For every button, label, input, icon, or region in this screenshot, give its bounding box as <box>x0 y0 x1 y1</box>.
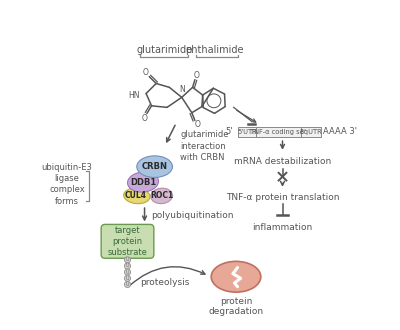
Circle shape <box>124 263 130 269</box>
Circle shape <box>124 269 130 275</box>
Text: U: U <box>126 282 129 287</box>
Text: O: O <box>194 120 200 129</box>
Text: U: U <box>126 270 129 275</box>
Text: O: O <box>142 68 148 77</box>
Text: U: U <box>126 276 129 281</box>
Text: target
protein
substrate: target protein substrate <box>108 226 148 257</box>
Text: 5': 5' <box>226 127 233 137</box>
FancyBboxPatch shape <box>101 224 154 258</box>
Text: inflammation: inflammation <box>252 223 313 232</box>
Text: AAAA 3': AAAA 3' <box>323 127 357 137</box>
Text: DDB1: DDB1 <box>130 178 156 186</box>
Ellipse shape <box>211 261 261 292</box>
Circle shape <box>124 275 130 281</box>
Text: O: O <box>194 71 200 80</box>
Text: proteolysis: proteolysis <box>140 279 189 287</box>
Ellipse shape <box>151 188 172 204</box>
Circle shape <box>124 257 130 263</box>
Text: 3' UTR: 3' UTR <box>300 129 322 135</box>
Text: glutarimide
interaction
with CRBN: glutarimide interaction with CRBN <box>180 130 229 162</box>
Text: N: N <box>180 85 186 94</box>
Text: TNF-α coding seq: TNF-α coding seq <box>250 129 308 135</box>
Text: phthalimide: phthalimide <box>185 46 244 55</box>
Ellipse shape <box>137 156 172 178</box>
Text: O: O <box>142 114 148 123</box>
Text: mRNA destabilization: mRNA destabilization <box>234 157 331 166</box>
Circle shape <box>124 281 130 287</box>
Text: HN: HN <box>128 90 140 100</box>
Text: glutarimide: glutarimide <box>137 46 193 55</box>
Text: U: U <box>126 263 129 269</box>
Ellipse shape <box>128 172 158 192</box>
Text: CUL4: CUL4 <box>124 191 146 200</box>
Text: polyubiquitination: polyubiquitination <box>151 211 233 220</box>
Text: TNF-α protein translation: TNF-α protein translation <box>226 193 339 202</box>
Ellipse shape <box>124 188 150 204</box>
Text: ROC1: ROC1 <box>150 191 173 200</box>
FancyBboxPatch shape <box>301 127 321 137</box>
FancyBboxPatch shape <box>256 127 301 137</box>
Text: CRBN: CRBN <box>142 162 168 171</box>
FancyBboxPatch shape <box>238 127 256 137</box>
Text: protein
degradation: protein degradation <box>208 297 264 316</box>
Text: U: U <box>126 257 129 262</box>
Text: 5'UTR: 5'UTR <box>237 129 257 135</box>
Text: ubiquitin-E3
ligase
complex
forms: ubiquitin-E3 ligase complex forms <box>42 163 92 206</box>
